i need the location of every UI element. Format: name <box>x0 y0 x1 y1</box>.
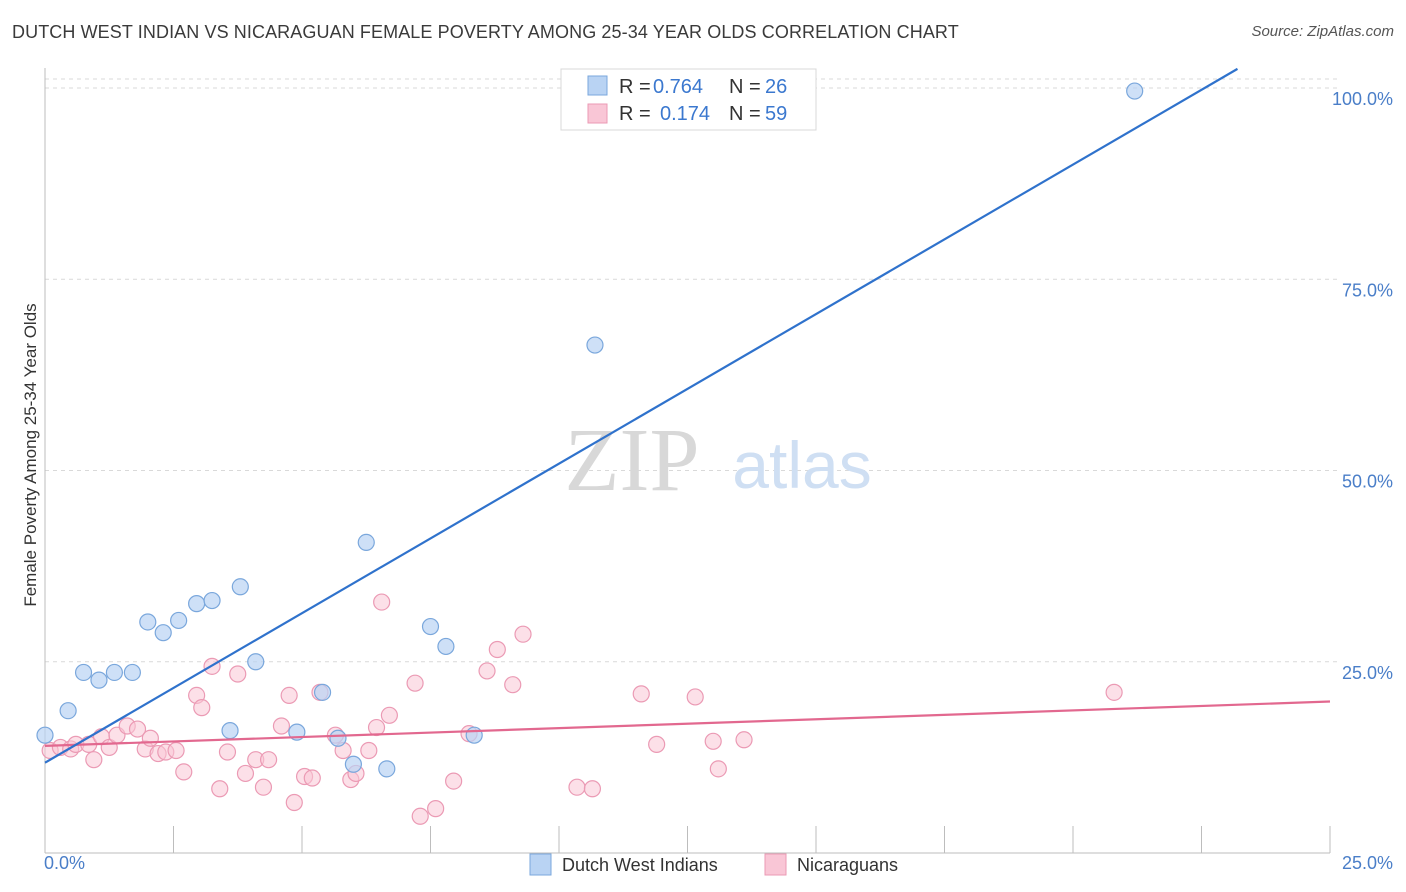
trend-lines <box>44 67 1331 764</box>
legend-r-label-1: R = <box>619 76 651 98</box>
chart-source: Source: ZipAtlas.com <box>1251 23 1394 40</box>
data-point-nicaraguan <box>259 751 278 769</box>
data-point-nicaraguan <box>229 665 247 683</box>
data-point-dutch-west-indian <box>421 617 440 636</box>
data-point-dutch-west-indian <box>378 760 396 778</box>
data-point-dutch-west-indian <box>1126 82 1144 100</box>
legend-r-value-2: 0.174 <box>660 103 710 125</box>
legend-r-value-1: 0.764 <box>653 76 703 98</box>
data-point-nicaraguan <box>709 760 727 778</box>
data-point-nicaraguan <box>280 686 298 705</box>
legend-swatch-blue <box>587 75 608 96</box>
data-point-nicaraguan <box>254 778 273 796</box>
watermark-atlas: atlas <box>732 428 871 502</box>
series-nicaraguans <box>41 593 1123 825</box>
data-point-nicaraguan <box>583 780 602 798</box>
y-tick-label: 25.0% <box>1342 663 1393 683</box>
data-point-nicaraguan <box>427 800 445 818</box>
data-point-nicaraguan <box>514 625 532 643</box>
tick-labels: 25.0% 50.0% 75.0% 100.0% 0.0% 25.0% <box>44 89 1393 873</box>
data-point-dutch-west-indian <box>465 726 483 744</box>
data-point-dutch-west-indian <box>36 726 54 744</box>
data-point-dutch-west-indian <box>188 595 206 613</box>
y-tick-label: 100.0% <box>1332 89 1393 109</box>
y-tick-label: 50.0% <box>1342 472 1393 492</box>
data-point-dutch-west-indian <box>74 663 93 682</box>
data-point-nicaraguan <box>478 662 496 680</box>
y-tick-label: 75.0% <box>1342 280 1393 300</box>
trend-line-dutch-west-indians <box>44 67 1239 764</box>
data-point-nicaraguan <box>648 735 666 753</box>
data-point-nicaraguan <box>175 763 193 781</box>
data-point-dutch-west-indian <box>59 702 77 720</box>
legend-n-label-2: N = <box>729 103 761 125</box>
y-axis-label: Female Poverty Among 25-34 Year Olds <box>21 303 40 606</box>
series-dutch-west-indians <box>36 79 1144 778</box>
data-point-dutch-west-indian <box>357 533 375 552</box>
legend-n-label-1: N = <box>729 76 761 98</box>
data-point-nicaraguan <box>211 780 229 798</box>
data-point-dutch-west-indian <box>90 671 108 689</box>
data-point-dutch-west-indian <box>170 611 188 630</box>
data-point-dutch-west-indian <box>139 613 157 631</box>
data-point-nicaraguan <box>128 720 147 738</box>
legend-swatch-pink <box>587 103 608 124</box>
data-point-dutch-west-indian <box>105 663 123 682</box>
chart-title: DUTCH WEST INDIAN VS NICARAGUAN FEMALE P… <box>12 22 959 42</box>
gridlines <box>45 78 1338 663</box>
data-point-nicaraguan <box>686 688 704 706</box>
data-point-nicaraguan <box>236 764 255 783</box>
data-point-nicaraguan <box>1105 683 1123 701</box>
data-point-dutch-west-indian <box>437 637 455 656</box>
data-point-nicaraguan <box>380 706 398 724</box>
data-point-dutch-west-indian <box>329 729 347 747</box>
data-point-nicaraguan <box>367 718 386 737</box>
data-point-dutch-west-indian <box>154 624 172 642</box>
data-point-dutch-west-indian <box>203 591 221 610</box>
trend-line-nicaraguans <box>44 700 1331 747</box>
data-point-dutch-west-indian <box>247 653 265 671</box>
data-point-dutch-west-indian <box>313 683 332 701</box>
data-point-dutch-west-indian <box>344 755 362 773</box>
data-point-dutch-west-indian <box>221 721 239 740</box>
data-point-nicaraguan <box>488 640 506 659</box>
data-point-nicaraguan <box>735 731 753 749</box>
bottom-legend-swatch-pink <box>764 853 787 876</box>
data-point-nicaraguan <box>704 732 722 750</box>
data-point-nicaraguan <box>360 741 378 760</box>
data-point-nicaraguan <box>285 793 303 812</box>
data-point-nicaraguan <box>218 743 237 761</box>
bottom-legend-label-blue: Dutch West Indians <box>562 855 718 875</box>
bottom-legend: Dutch West Indians Nicaraguans <box>529 853 898 876</box>
x-tick-label: 0.0% <box>44 853 85 873</box>
data-point-nicaraguan <box>167 741 185 760</box>
legend-n-value-2: 59 <box>765 103 787 125</box>
data-point-dutch-west-indian <box>123 663 141 682</box>
data-point-nicaraguan <box>411 807 429 825</box>
data-point-dutch-west-indian <box>231 578 249 596</box>
data-point-nicaraguan <box>632 685 650 703</box>
data-point-nicaraguan <box>504 676 522 694</box>
data-point-nicaraguan <box>373 593 391 611</box>
bottom-legend-label-pink: Nicaraguans <box>797 855 898 875</box>
axes <box>44 68 1331 854</box>
data-point-nicaraguan <box>445 772 463 790</box>
data-point-nicaraguan <box>193 699 211 717</box>
data-point-nicaraguan <box>85 751 103 769</box>
legend: R = 0.764 N = 26 R = 0.174 N = 59 <box>560 68 817 131</box>
data-point-nicaraguan <box>568 778 586 796</box>
bottom-legend-swatch-blue <box>529 853 552 876</box>
data-point-nicaraguan <box>406 674 424 692</box>
legend-r-label-2: R = <box>619 103 651 125</box>
legend-n-value-1: 26 <box>765 76 787 98</box>
data-point-nicaraguan <box>303 769 321 787</box>
data-point-dutch-west-indian <box>586 336 604 354</box>
x-tick-label: 25.0% <box>1342 853 1393 873</box>
data-point-nicaraguan <box>272 717 291 735</box>
watermark-zip: ZIP <box>565 411 700 510</box>
data-point-nicaraguan <box>141 729 159 747</box>
